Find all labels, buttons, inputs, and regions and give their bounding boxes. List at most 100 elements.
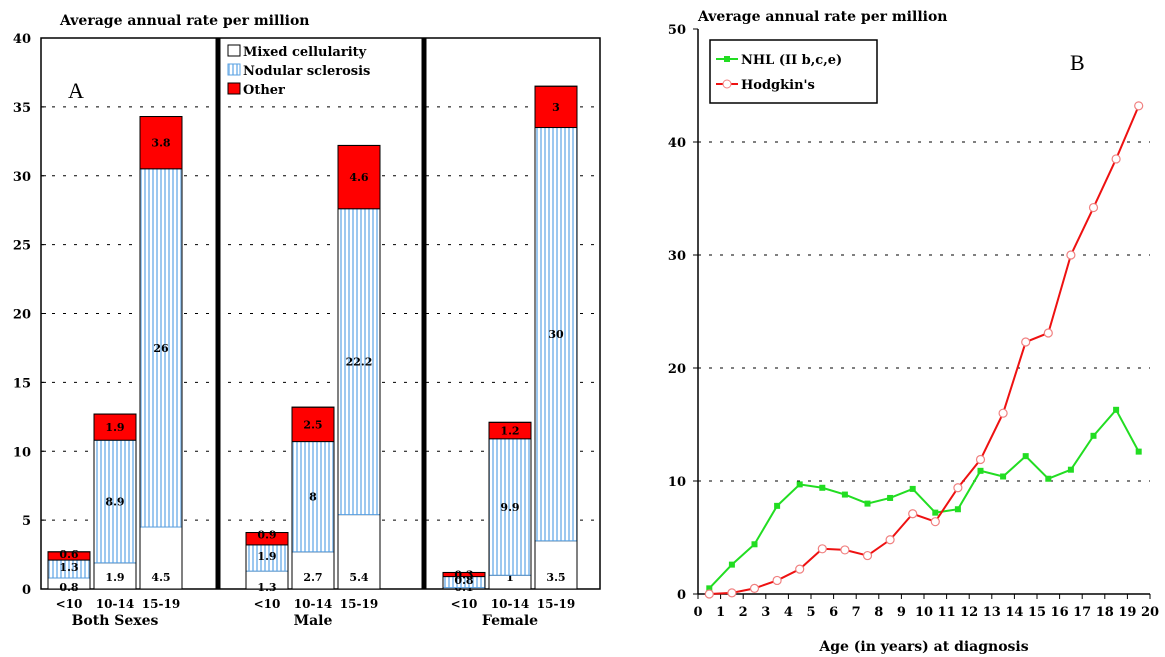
group-label: Male <box>294 613 333 629</box>
data-point <box>909 485 916 492</box>
bar-outline <box>442 571 486 590</box>
y-tick-label: 25 <box>13 239 31 254</box>
series-line <box>708 408 1140 590</box>
data-point <box>840 545 850 555</box>
data-label: 9.9 <box>500 501 519 514</box>
category-label: 15-19 <box>142 597 180 611</box>
legend-box <box>709 39 878 104</box>
data-point <box>1113 406 1120 413</box>
data-point <box>1021 337 1031 347</box>
category-label: 15-19 <box>340 597 378 611</box>
data-label: 3.5 <box>546 571 565 584</box>
legend-swatch <box>227 63 241 76</box>
data-label: 3 <box>552 101 560 114</box>
legend-marker <box>722 79 732 89</box>
y-tick-label: 5 <box>22 514 31 529</box>
bar-outline <box>245 532 289 590</box>
data-label: 3.8 <box>151 137 170 150</box>
bar-segment <box>291 551 335 590</box>
legend-label: Hodgkin's <box>741 78 815 93</box>
data-point <box>1022 453 1029 460</box>
data-label: 1.9 <box>105 571 124 584</box>
x-tick-label: 5 <box>806 605 815 620</box>
data-point <box>772 575 782 586</box>
data-label: 1.3 <box>257 581 276 594</box>
bar-outline <box>488 421 532 590</box>
x-axis-label: Age (in years) at diagnosis <box>818 639 1028 655</box>
category-label: 10-14 <box>294 597 332 611</box>
x-tick-label: 19 <box>1118 605 1136 620</box>
data-point <box>1111 154 1121 164</box>
y-tick-label: 30 <box>13 170 31 185</box>
legend-label: NHL (II b,c,e) <box>741 53 842 68</box>
data-label: 1.3 <box>59 561 78 574</box>
category-label: <10 <box>56 597 83 611</box>
data-label: 0.8 <box>454 574 473 587</box>
x-tick-label: 10 <box>915 605 933 620</box>
data-point <box>1134 101 1144 111</box>
x-tick-label: 20 <box>1141 605 1159 620</box>
data-point <box>1090 432 1097 439</box>
category-label: <10 <box>451 597 478 611</box>
chart-a: Average annual rate per million 0 5 10 15 20 2… <box>13 13 601 629</box>
chart-a-title: Average annual rate per million <box>59 13 309 29</box>
bar-outline <box>139 116 183 590</box>
group-label: Female <box>482 613 538 629</box>
bar-segment <box>337 514 381 590</box>
data-point <box>1045 475 1052 482</box>
category-label: <10 <box>254 597 281 611</box>
data-label: 0.3 <box>454 568 473 581</box>
y-tick-label: 20 <box>668 362 686 377</box>
x-tick-label: 16 <box>1051 605 1069 620</box>
data-point <box>1088 202 1099 213</box>
panel-label-a: A <box>68 78 84 103</box>
data-point <box>817 544 827 554</box>
data-point <box>1135 448 1142 455</box>
data-point <box>841 491 848 498</box>
y-tick-label: 15 <box>13 376 31 391</box>
x-tick-label: 8 <box>874 605 883 620</box>
data-point <box>1066 250 1076 260</box>
data-label: 1 <box>506 571 514 584</box>
data-label: 2.5 <box>303 418 322 431</box>
x-tick-label: 18 <box>1096 605 1114 620</box>
x-tick-label: 2 <box>739 605 748 620</box>
group-label: Both Sexes <box>72 613 159 629</box>
bar-segment <box>93 439 137 564</box>
bar-outline <box>534 85 578 590</box>
data-point <box>1067 466 1074 473</box>
y-tick-label: 0 <box>22 583 31 598</box>
data-point <box>751 541 758 548</box>
data-point <box>885 535 895 545</box>
x-tick-label: 13 <box>983 605 1001 620</box>
data-label: 0.8 <box>59 581 78 594</box>
data-point <box>728 561 735 568</box>
y-tick-label: 0 <box>677 588 686 603</box>
chart-b-title: Average annual rate per million <box>697 9 947 25</box>
data-label: 26 <box>153 342 169 355</box>
data-point <box>1000 473 1007 480</box>
data-label: 1.9 <box>105 421 124 434</box>
x-tick-label: 17 <box>1073 605 1091 620</box>
panel-label-b: B <box>1070 50 1085 75</box>
x-tick-label: 12 <box>960 605 978 620</box>
legend-label: Other <box>243 83 285 98</box>
data-point <box>819 484 826 491</box>
data-label: 22.2 <box>346 356 373 369</box>
legend-marker <box>724 56 730 62</box>
bar-outline <box>47 551 91 590</box>
data-label: 4.5 <box>151 571 170 584</box>
x-tick-label: 15 <box>1028 605 1046 620</box>
data-point <box>774 502 781 509</box>
data-label: 1.2 <box>500 425 519 438</box>
data-point <box>795 564 805 574</box>
data-point <box>704 589 714 599</box>
y-tick-label: 30 <box>668 249 686 264</box>
x-tick-label: 4 <box>784 605 793 620</box>
y-tick-label: 10 <box>668 475 686 490</box>
x-tick-label: 0 <box>693 605 702 620</box>
data-point <box>930 517 940 527</box>
category-label: 10-14 <box>491 597 529 611</box>
bar-outline <box>337 144 381 590</box>
